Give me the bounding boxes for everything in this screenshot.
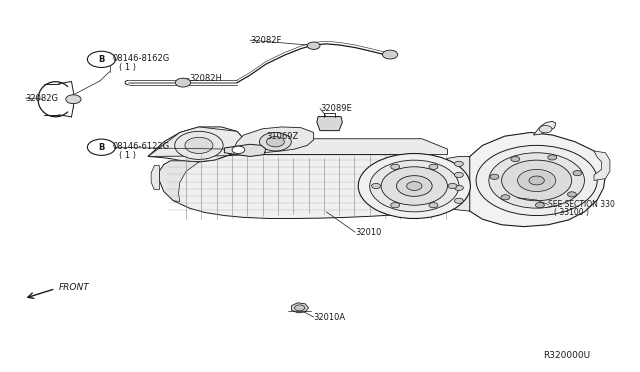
Circle shape (381, 167, 447, 205)
Polygon shape (447, 157, 470, 211)
Polygon shape (459, 132, 605, 227)
Circle shape (490, 174, 499, 179)
Circle shape (307, 42, 320, 49)
Circle shape (454, 185, 463, 190)
Circle shape (489, 153, 584, 208)
Circle shape (573, 171, 582, 176)
Text: B: B (99, 55, 104, 64)
Circle shape (548, 155, 557, 160)
Circle shape (370, 160, 459, 212)
Text: SEE SECTION 330: SEE SECTION 330 (548, 200, 615, 209)
Text: 31069Z: 31069Z (266, 132, 298, 141)
Circle shape (454, 161, 463, 166)
Circle shape (185, 137, 213, 154)
Polygon shape (225, 144, 266, 157)
Text: FRONT: FRONT (59, 283, 90, 292)
Polygon shape (231, 127, 314, 155)
Circle shape (294, 305, 305, 311)
Polygon shape (159, 161, 199, 202)
Circle shape (536, 202, 545, 208)
Circle shape (540, 125, 552, 133)
Polygon shape (534, 121, 556, 135)
Circle shape (429, 164, 438, 169)
Text: 32010: 32010 (355, 228, 381, 237)
Circle shape (372, 183, 381, 189)
Circle shape (175, 131, 223, 160)
Text: B: B (99, 143, 104, 152)
Circle shape (88, 51, 115, 67)
Text: 08146-6122G: 08146-6122G (113, 142, 170, 151)
Circle shape (391, 164, 399, 169)
Circle shape (529, 176, 544, 185)
Text: 32089E: 32089E (320, 104, 352, 113)
Circle shape (454, 198, 463, 203)
Polygon shape (159, 155, 457, 218)
Circle shape (518, 169, 556, 192)
Circle shape (266, 137, 284, 147)
Polygon shape (148, 127, 447, 157)
Circle shape (454, 172, 463, 177)
Circle shape (502, 160, 572, 201)
Text: R320000U: R320000U (543, 351, 590, 360)
Polygon shape (459, 157, 470, 211)
Polygon shape (151, 166, 159, 190)
Circle shape (429, 203, 438, 208)
Polygon shape (317, 116, 342, 131)
Circle shape (511, 157, 520, 161)
Circle shape (358, 154, 470, 218)
Circle shape (406, 182, 422, 190)
Circle shape (88, 139, 115, 155)
Text: ( 33100 ): ( 33100 ) (554, 208, 589, 217)
Circle shape (175, 78, 191, 87)
Polygon shape (292, 303, 308, 313)
Text: 32082F: 32082F (250, 36, 282, 45)
Circle shape (396, 176, 432, 196)
Circle shape (501, 195, 510, 200)
Text: 32082H: 32082H (189, 74, 222, 83)
Text: 32082G: 32082G (26, 94, 59, 103)
Text: 08146-8162G: 08146-8162G (113, 54, 170, 63)
Text: 32010A: 32010A (314, 312, 346, 321)
Polygon shape (594, 151, 610, 180)
Circle shape (232, 146, 245, 154)
Circle shape (259, 132, 291, 151)
Circle shape (383, 50, 397, 59)
Text: ( 1 ): ( 1 ) (119, 151, 136, 160)
Circle shape (448, 183, 457, 189)
Circle shape (391, 203, 399, 208)
Circle shape (66, 95, 81, 104)
Circle shape (568, 192, 577, 197)
Polygon shape (148, 127, 244, 162)
Text: ( 1 ): ( 1 ) (119, 63, 136, 72)
Circle shape (476, 145, 597, 215)
